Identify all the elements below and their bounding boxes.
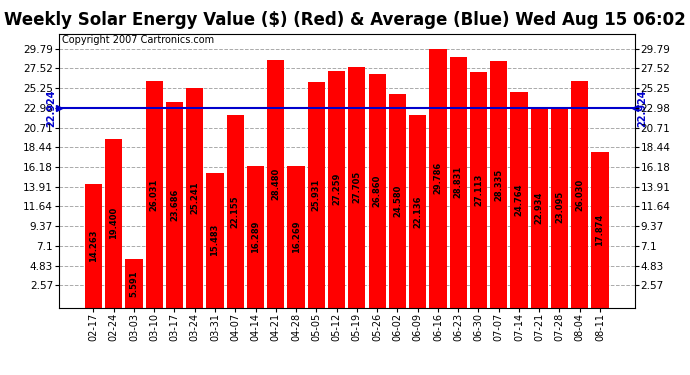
Bar	[429, 49, 446, 308]
Text: 23.095: 23.095	[555, 191, 564, 223]
Text: 25.241: 25.241	[190, 182, 199, 214]
Bar	[247, 166, 264, 308]
Bar	[409, 115, 426, 308]
Bar	[126, 259, 143, 308]
Bar	[85, 183, 102, 308]
Text: 26.030: 26.030	[575, 178, 584, 210]
Bar	[591, 152, 609, 308]
Text: 22.934: 22.934	[535, 192, 544, 224]
Text: 23.686: 23.686	[170, 188, 179, 221]
Text: 22.155: 22.155	[230, 195, 240, 228]
Bar	[227, 115, 244, 308]
Text: 27.113: 27.113	[474, 174, 483, 206]
Text: 22.136: 22.136	[413, 195, 422, 228]
Bar	[146, 81, 163, 308]
Bar	[450, 57, 466, 308]
Bar	[186, 88, 204, 308]
Bar	[348, 67, 366, 308]
Text: 22.924: 22.924	[46, 90, 56, 127]
Bar	[490, 61, 507, 308]
Text: 27.259: 27.259	[332, 173, 341, 205]
Bar	[470, 72, 487, 308]
Bar	[531, 108, 548, 307]
Text: 17.874: 17.874	[595, 214, 604, 246]
Text: 14.263: 14.263	[89, 229, 98, 262]
Text: 26.031: 26.031	[150, 178, 159, 211]
Text: 15.483: 15.483	[210, 224, 219, 256]
Text: 24.580: 24.580	[393, 184, 402, 217]
Bar	[288, 166, 305, 308]
Text: 5.591: 5.591	[130, 270, 139, 297]
Text: 28.335: 28.335	[494, 168, 503, 201]
Text: 29.786: 29.786	[433, 162, 442, 194]
Bar	[571, 81, 589, 308]
Text: Copyright 2007 Cartronics.com: Copyright 2007 Cartronics.com	[61, 35, 214, 45]
Bar	[267, 60, 284, 308]
Bar	[551, 107, 568, 307]
Bar	[368, 74, 386, 307]
Bar	[166, 102, 183, 308]
Text: 26.860: 26.860	[373, 175, 382, 207]
Bar	[105, 139, 122, 308]
Text: 19.400: 19.400	[109, 207, 118, 239]
Text: 16.269: 16.269	[292, 220, 301, 253]
Text: 24.764: 24.764	[515, 184, 524, 216]
Bar	[388, 94, 406, 308]
Bar	[206, 173, 224, 308]
Text: 16.289: 16.289	[251, 220, 260, 253]
Text: Weekly Solar Energy Value ($) (Red) & Average (Blue) Wed Aug 15 06:02: Weekly Solar Energy Value ($) (Red) & Av…	[4, 11, 686, 29]
Text: 28.480: 28.480	[271, 168, 280, 200]
Text: 25.931: 25.931	[312, 178, 321, 211]
Text: 27.705: 27.705	[353, 171, 362, 203]
Bar	[511, 92, 528, 308]
Text: 22.924: 22.924	[638, 90, 648, 127]
Text: 28.831: 28.831	[453, 166, 463, 198]
Bar	[328, 70, 345, 308]
Bar	[308, 82, 325, 308]
